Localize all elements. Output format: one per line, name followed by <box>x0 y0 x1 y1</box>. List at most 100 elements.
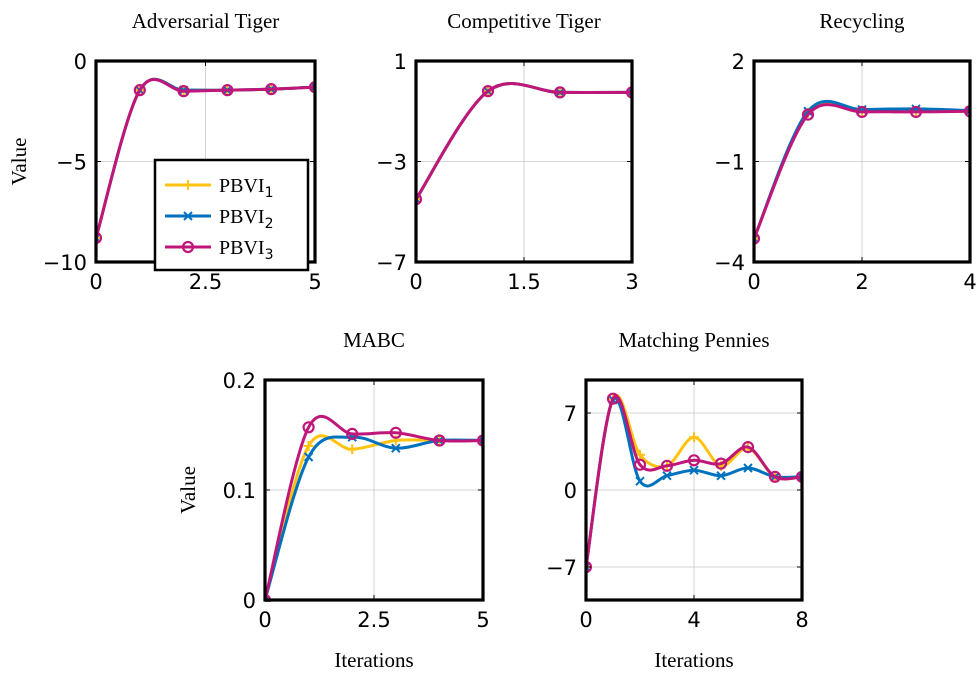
legend-label-PBVI1: PBVI1 <box>219 175 274 201</box>
data-point-PBVI3 <box>801 108 815 121</box>
chart-panel-3: 0 2 4 −4 −1 2 Recycling <box>714 9 977 294</box>
data-point-PBVI3 <box>714 457 728 470</box>
data-point-PBVI3 <box>741 441 755 454</box>
legend-entry-PBVI3: PBVI3 <box>165 237 274 263</box>
series-PBVI3 <box>754 103 970 245</box>
x-tick-label: 2.5 <box>357 608 390 632</box>
y-tick-label: 0 <box>243 589 256 613</box>
y-tick-label: 1 <box>394 50 407 74</box>
data-point-PBVI3 <box>606 392 620 405</box>
data-point-PBVI2 <box>627 87 632 98</box>
x-tick-label: 3 <box>625 270 638 294</box>
data-point-PBVI2 <box>265 595 270 602</box>
legend-marker-PBVI1 <box>183 180 193 190</box>
legend-marker-PBVI3 <box>181 240 195 254</box>
y-tick-label: 0.2 <box>223 369 256 393</box>
y-axis-label: Value <box>176 466 200 514</box>
x-tick-label: 0 <box>89 270 102 294</box>
chart-title: Competitive Tiger <box>447 9 600 33</box>
chart-title: MABC <box>343 328 405 352</box>
data-point-PBVI3 <box>433 434 446 447</box>
data-point-PBVI2 <box>303 452 314 462</box>
y-tick-label: −4 <box>714 251 745 275</box>
chart-panel-4: 0 2.5 5 0 0.1 0.2 MABC Iterations Value <box>176 328 490 672</box>
data-point-PBVI3 <box>625 86 632 99</box>
data-point-PBVI2 <box>391 443 401 453</box>
data-point-PBVI2 <box>635 476 645 486</box>
y-tick-label: −1 <box>714 151 745 175</box>
data-point-PBVI2 <box>310 82 315 92</box>
data-point-PBVI1 <box>689 432 699 443</box>
y-tick-label: −10 <box>43 251 87 275</box>
x-axis-label: Iterations <box>654 648 733 672</box>
legend-entry-PBVI2: PBVI2 <box>165 206 274 232</box>
legend-marker-PBVI2 <box>183 211 193 221</box>
y-tick-label: −7 <box>546 556 577 580</box>
x-tick-label: 5 <box>308 270 321 294</box>
data-point-PBVI3 <box>476 434 483 447</box>
x-tick-label: 0 <box>409 270 422 294</box>
data-point-PBVI2 <box>743 463 753 473</box>
y-tick-label: 2 <box>732 50 745 74</box>
series-line-PBVI3 <box>416 82 632 201</box>
data-point-PBVI1 <box>303 441 314 451</box>
data-point-PBVI3 <box>909 105 923 119</box>
data-point-PBVI3 <box>265 83 278 96</box>
data-point-PBVI3 <box>553 86 567 99</box>
data-point-PBVI3 <box>795 470 802 483</box>
data-point-PBVI3 <box>963 105 970 118</box>
data-point-PBVI3 <box>133 84 146 97</box>
x-tick-label: 1.5 <box>507 270 540 294</box>
data-point-PBVI3 <box>633 458 647 471</box>
data-point-PBVI3 <box>302 421 315 434</box>
legend-entry-PBVI1: PBVI1 <box>165 175 274 201</box>
data-point-PBVI3 <box>96 231 103 244</box>
x-tick-label: 0 <box>747 270 760 294</box>
x-tick-label: 0 <box>258 608 271 632</box>
data-point-PBVI3 <box>177 85 190 98</box>
chart-panel-5: 0 4 8 −7 0 7 Matching Pennies Iterations <box>546 328 809 672</box>
data-point-PBVI3 <box>855 105 869 119</box>
y-tick-label: −7 <box>376 251 407 275</box>
series-PBVI3 <box>96 78 315 244</box>
x-tick-label: 8 <box>795 608 808 632</box>
data-point-PBVI2 <box>803 106 813 116</box>
x-tick-label: 4 <box>963 270 976 294</box>
x-tick-label: 0 <box>579 608 592 632</box>
data-point-PBVI1 <box>416 194 421 205</box>
series-line-PBVI3 <box>754 103 970 240</box>
data-point-PBVI3 <box>481 85 495 98</box>
x-axis-label: Iterations <box>334 648 413 672</box>
data-point-PBVI3 <box>346 427 359 440</box>
data-point-PBVI3 <box>660 459 674 472</box>
data-point-PBVI1 <box>347 444 358 455</box>
series-PBVI3 <box>416 82 632 206</box>
data-point-PBVI3 <box>221 84 234 97</box>
y-tick-label: −3 <box>376 151 407 175</box>
series-line-PBVI3 <box>586 394 802 568</box>
chart-title: Adversarial Tiger <box>132 9 280 33</box>
y-axis-label: Value <box>7 138 31 186</box>
data-point-PBVI2 <box>478 435 483 446</box>
y-tick-label: 0 <box>564 479 577 503</box>
data-point-PBVI3 <box>754 232 761 245</box>
data-point-PBVI2 <box>797 472 802 482</box>
chart-panel-2: 0 1.5 3 −7 −3 1 Competitive Tiger <box>376 9 639 294</box>
data-point-PBVI3 <box>416 193 423 206</box>
x-tick-label: 5 <box>476 608 489 632</box>
x-tick-label: 2.5 <box>189 270 222 294</box>
data-point-PBVI2 <box>662 470 672 481</box>
legend: PBVI1 PBVI2 PBVI3 <box>153 158 310 272</box>
x-tick-label: 2 <box>855 270 868 294</box>
series-line-PBVI3 <box>265 414 483 601</box>
data-point-PBVI3 <box>768 470 782 483</box>
y-tick-label: 7 <box>564 402 577 426</box>
legend-label-PBVI3: PBVI3 <box>219 237 274 263</box>
x-tick-label: 4 <box>687 608 700 632</box>
data-point-PBVI2 <box>586 562 591 572</box>
data-point-PBVI1 <box>96 232 101 243</box>
y-tick-label: −5 <box>56 151 87 175</box>
data-point-PBVI3 <box>308 81 315 94</box>
